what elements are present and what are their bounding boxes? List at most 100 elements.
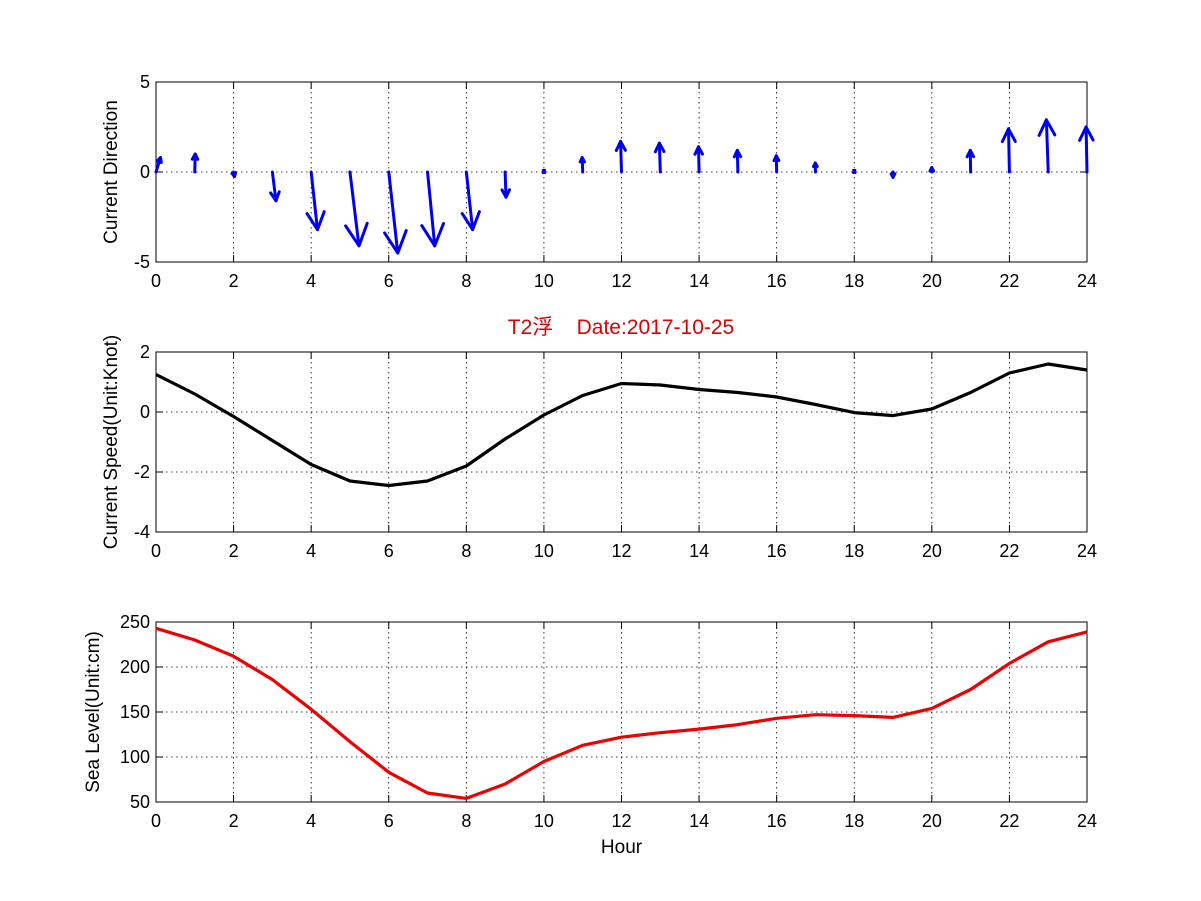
direction-arrow (653, 141, 666, 174)
direction-arrow (344, 170, 369, 248)
sea-level-ytick-label: 250 (120, 612, 150, 632)
direction-arrow (154, 156, 163, 174)
sea-level-xtick-label: 2 (229, 811, 239, 831)
direction-arrow (889, 170, 897, 179)
speed-xtick-label: 22 (999, 541, 1019, 561)
direction-arrow-head (732, 148, 743, 159)
direction-arrow (1000, 127, 1017, 174)
direction-arrow-dot (541, 169, 546, 174)
direction-arrow-head (772, 154, 781, 163)
direction-arrow-head (230, 171, 238, 178)
direction-arrow (305, 170, 326, 232)
sea-level-ytick-label: 200 (120, 657, 150, 677)
direction-arrow-head (693, 145, 704, 156)
direction-arrow-shaft (657, 141, 662, 174)
sea-level-xlabel: Hour (601, 837, 643, 858)
direction-arrow-shaft (619, 139, 623, 174)
sea-level-series-line (155, 626, 1088, 801)
speed-xtick-label: 4 (306, 541, 316, 561)
sea-level-xtick-label: 10 (534, 811, 554, 831)
speed-ytick-label: -2 (134, 462, 150, 482)
direction-xtick-label: 4 (306, 271, 316, 291)
direction-arrow-head (460, 210, 481, 232)
direction-arrow (852, 169, 857, 174)
direction-arrow-shaft (1044, 118, 1050, 174)
direction-arrow (772, 154, 781, 174)
speed-xtick-label: 12 (611, 541, 631, 561)
sea-level-ytick-label: 100 (120, 747, 150, 767)
speed-ytick-label: 0 (140, 402, 150, 422)
speed-xtick-label: 18 (844, 541, 864, 561)
direction-arrow-head (653, 141, 666, 154)
sea-level-xtick-label: 12 (611, 811, 631, 831)
direction-arrow-head (1078, 125, 1095, 142)
direction-arrow (230, 170, 238, 178)
direction-arrow (269, 170, 281, 203)
direction-arrow-head (344, 221, 369, 248)
direction-ytick-label: 0 (140, 162, 150, 182)
speed-xtick-label: 10 (534, 541, 554, 561)
sea-level-xtick-label: 24 (1077, 811, 1097, 831)
direction-arrow (190, 152, 200, 174)
direction-xtick-label: 12 (611, 271, 631, 291)
speed-xtick-label: 20 (922, 541, 942, 561)
direction-arrow-head (614, 139, 627, 152)
speed-xtick-label: 6 (384, 541, 394, 561)
direction-xtick-label: 6 (384, 271, 394, 291)
direction-arrow-shaft (426, 170, 437, 248)
direction-arrow (541, 169, 546, 174)
speed-xtick-label: 24 (1077, 541, 1097, 561)
direction-arrow-shaft (348, 170, 361, 248)
direction-arrow-dot (852, 169, 857, 174)
direction-arrow-head (383, 229, 408, 255)
direction-arrow-shaft (1007, 127, 1011, 174)
direction-xtick-label: 20 (922, 271, 942, 291)
speed-xtick-label: 8 (461, 541, 471, 561)
direction-arrow-head (420, 222, 445, 248)
speed-xtick-label: 0 (151, 541, 161, 561)
direction-arrow-head (578, 156, 586, 164)
direction-arrow-head (1037, 118, 1057, 137)
direction-arrow (965, 148, 976, 174)
direction-arrow (460, 170, 481, 232)
direction-arrow-shaft (697, 145, 701, 174)
direction-arrow-head (812, 161, 819, 169)
sea-level-xtick-label: 0 (151, 811, 161, 831)
direction-arrow-shaft (270, 170, 278, 203)
direction-arrow (1078, 125, 1095, 174)
sea-level-ylabel: Sea Level(Unit:cm) (83, 631, 104, 793)
speed-ytick-label: -4 (134, 522, 150, 542)
direction-arrow-shaft (503, 170, 508, 199)
direction-arrow (578, 156, 586, 174)
speed-xtick-label: 16 (767, 541, 787, 561)
sea-level-xtick-label: 18 (844, 811, 864, 831)
sea-level-xtick-label: 20 (922, 811, 942, 831)
direction-arrow-shaft (387, 170, 400, 255)
direction-arrow (732, 148, 743, 174)
speed-ylabel: Current Speed(Unit:Knot) (101, 335, 122, 549)
direction-arrow (383, 170, 408, 255)
direction-xtick-label: 16 (767, 271, 787, 291)
direction-arrow-head (500, 188, 511, 199)
direction-arrow (693, 145, 704, 174)
sea-level-xtick-label: 14 (689, 811, 709, 831)
direction-arrow-shaft (1084, 125, 1089, 174)
direction-arrow (420, 170, 445, 248)
sea-level-ytick-label: 150 (120, 702, 150, 722)
direction-ytick-label: 5 (140, 72, 150, 92)
direction-arrow-head (305, 210, 326, 232)
direction-xtick-label: 0 (151, 271, 161, 291)
direction-arrow-shaft (464, 170, 475, 232)
direction-xtick-label: 14 (689, 271, 709, 291)
sea-level-xtick-label: 22 (999, 811, 1019, 831)
speed-xtick-label: 14 (689, 541, 709, 561)
direction-xtick-label: 22 (999, 271, 1019, 291)
sea-level-ytick-label: 50 (130, 792, 150, 812)
sea-level-xtick-label: 16 (767, 811, 787, 831)
sea-level-xtick-label: 8 (461, 811, 471, 831)
direction-xtick-label: 10 (534, 271, 554, 291)
direction-xtick-label: 18 (844, 271, 864, 291)
